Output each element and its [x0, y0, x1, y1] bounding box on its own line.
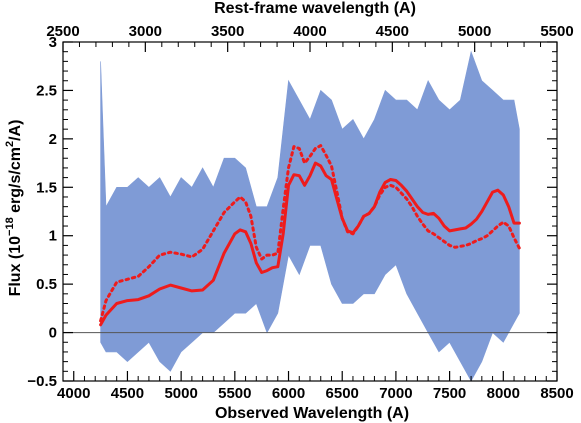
tick-labels-layer: 4000 4500 5000 5500 6000 6500 7000 7500 8000 8500… — [27, 23, 573, 402]
x-tick-label: 7500 — [433, 385, 466, 402]
x2-tick-label: 2500 — [46, 23, 79, 40]
y-tick-label: 2 — [49, 131, 57, 148]
x-tick-label: 4000 — [57, 385, 90, 402]
x-tick-label: 6500 — [326, 385, 359, 402]
x-tick-label: 8500 — [540, 385, 573, 402]
x-tick-label: 4500 — [111, 385, 144, 402]
x2-tick-label: 5500 — [540, 23, 573, 40]
x2-tick-label: 3000 — [129, 23, 162, 40]
top-axis-title: Rest-frame wavelength (A) — [214, 0, 416, 17]
y-tick-label: 0 — [49, 325, 57, 342]
x-tick-label: 8000 — [487, 385, 520, 402]
y-tick-label: 1.5 — [36, 179, 57, 196]
model-curves-layer — [99, 144, 521, 327]
bottom-axis-title: Observed Wavelength (A) — [215, 405, 409, 422]
x-tick-label: 6000 — [272, 385, 305, 402]
x-tick-label: 5000 — [164, 385, 197, 402]
y-tick-label: −0.5 — [27, 373, 57, 390]
y-tick-label: 2.5 — [36, 82, 57, 99]
x2-tick-label: 4000 — [293, 23, 326, 40]
y-tick-label: 3 — [49, 34, 57, 51]
tick-marks-layer — [62, 41, 558, 382]
model-dotted-line — [99, 144, 521, 323]
x2-tick-label: 4500 — [376, 23, 409, 40]
y-tick-label: 0.5 — [36, 276, 57, 293]
y-axis-title: Flux (10−18 erg/s/cm2/A) — [4, 120, 24, 297]
spectrum-band-layer — [100, 50, 520, 382]
x2-tick-label: 5000 — [458, 23, 491, 40]
x-tick-label: 5500 — [218, 385, 251, 402]
observed-spectrum-band — [100, 50, 520, 382]
x-tick-label: 7000 — [379, 385, 412, 402]
y-tick-label: 1 — [49, 228, 57, 245]
x2-tick-label: 3500 — [211, 23, 244, 40]
